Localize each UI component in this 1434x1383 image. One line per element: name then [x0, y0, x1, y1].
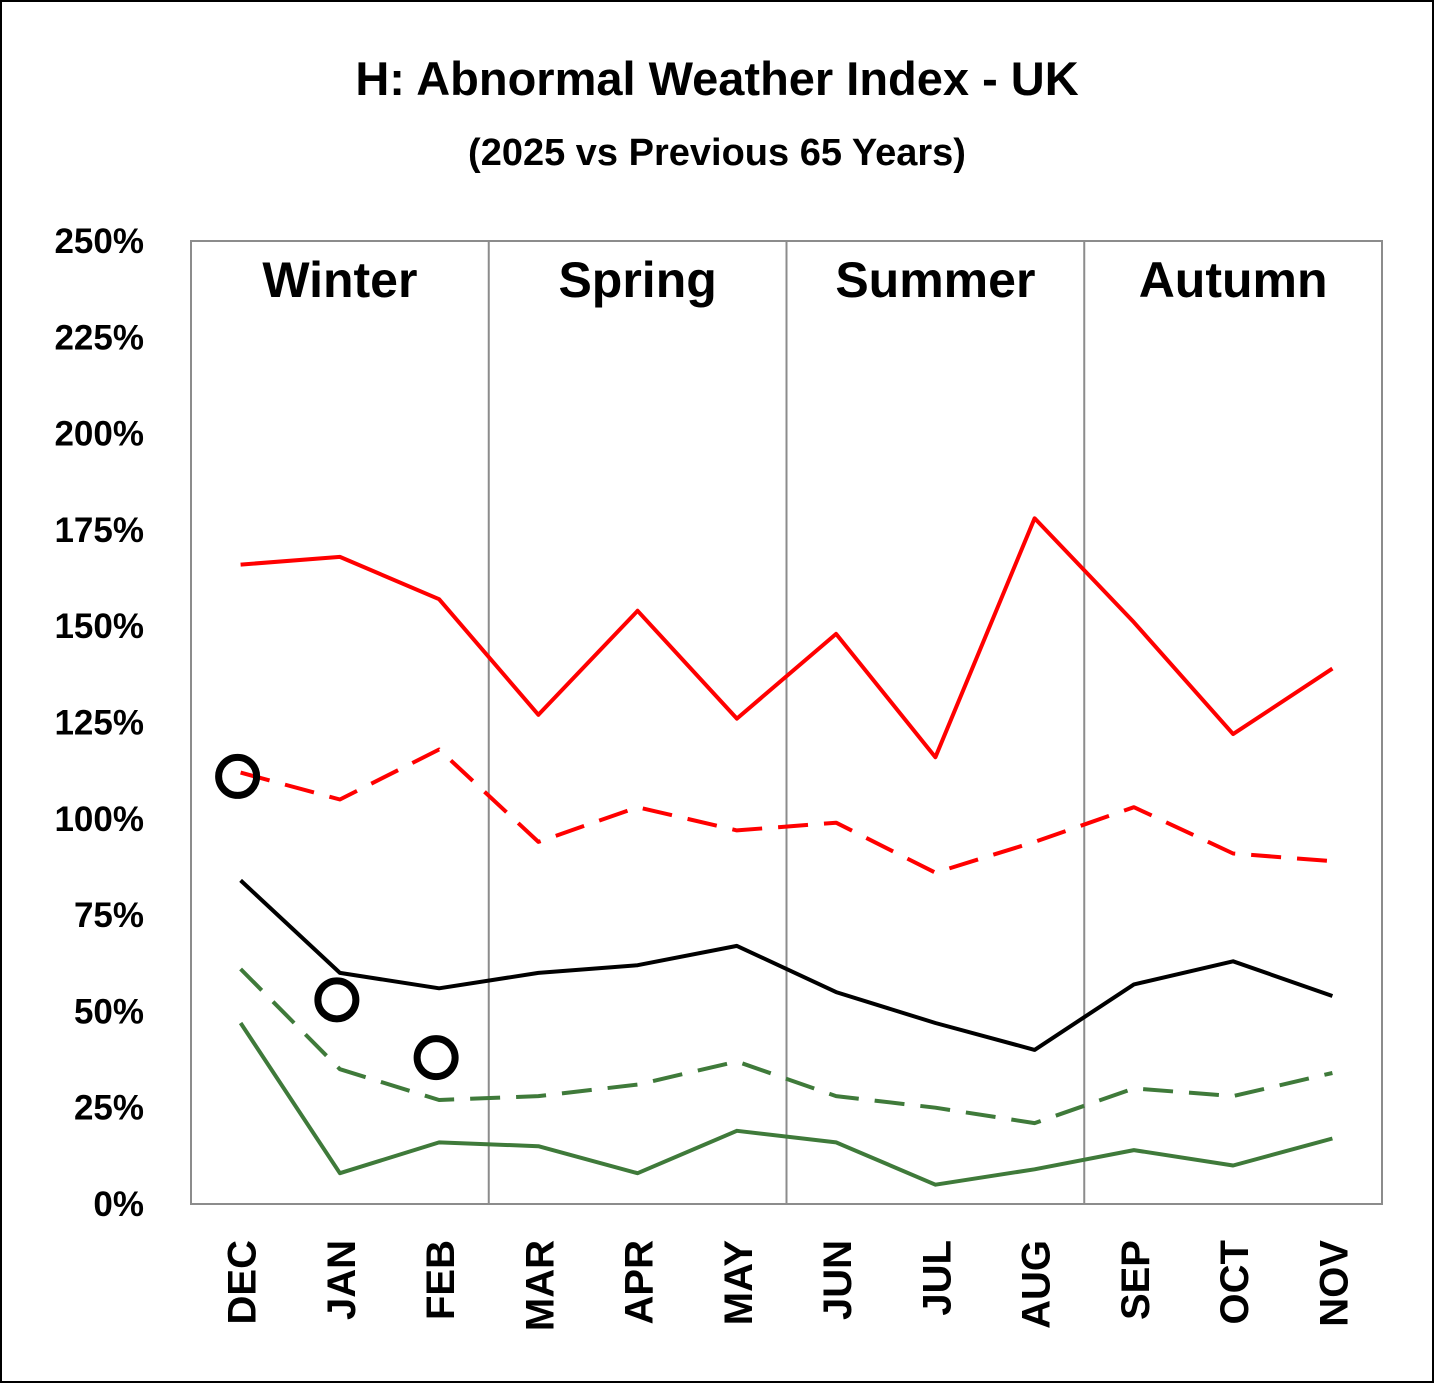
y-tick-label: 75% — [74, 896, 144, 935]
chart-subtitle: (2025 vs Previous 65 Years) — [468, 132, 966, 174]
x-tick-label: JUL — [915, 1240, 959, 1316]
x-tick-label: DEC — [221, 1240, 265, 1324]
series-line-1 — [240, 516, 1334, 760]
x-tick-label: AUG — [1015, 1240, 1059, 1329]
x-tick-label: JAN — [320, 1240, 364, 1320]
x-tick-label: FEB — [419, 1240, 463, 1320]
plot-area: Winter Spring Summer Autumn 0% 25% 50% 75% 100% 1… — [54, 222, 1383, 1331]
y-tick-label: 250% — [54, 222, 144, 261]
series-line-2 — [240, 747, 1333, 875]
y-tick-label: 25% — [74, 1089, 144, 1128]
x-tick-label: JUN — [816, 1240, 860, 1320]
y-tick-label: 225% — [54, 318, 144, 357]
y-tick-label: 50% — [74, 992, 144, 1031]
season-label: Autumn — [1139, 252, 1328, 308]
marker-point — [413, 1035, 459, 1081]
y-tick-label: 150% — [54, 607, 144, 646]
y-tick-label: 100% — [54, 800, 144, 839]
x-tick-label: APR — [618, 1240, 662, 1325]
x-tick-label: MAR — [518, 1240, 562, 1331]
x-tick-label: MAY — [717, 1240, 761, 1326]
season-label: Summer — [835, 252, 1035, 308]
series-line-3 — [239, 878, 1334, 1052]
x-tick-label: SEP — [1114, 1240, 1158, 1320]
marker-point — [314, 977, 360, 1023]
series-line-4 — [239, 967, 1333, 1126]
y-tick-label: 200% — [54, 415, 144, 454]
y-tick-label: 125% — [54, 704, 144, 743]
marker-point — [215, 753, 261, 799]
y-tick-label: 175% — [54, 511, 144, 550]
series-line-5 — [238, 1021, 1333, 1187]
x-tick-label: NOV — [1312, 1240, 1356, 1327]
season-label: Winter — [262, 252, 417, 308]
x-tick-label: OCT — [1213, 1240, 1257, 1324]
chart-title: H: Abnormal Weather Index - UK — [355, 52, 1078, 105]
y-tick-label: 0% — [93, 1185, 144, 1224]
season-label: Spring — [558, 252, 716, 308]
